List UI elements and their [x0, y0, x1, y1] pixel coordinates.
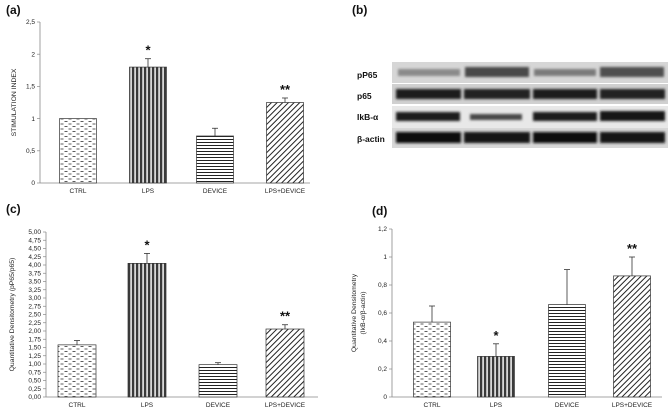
bands-actin [396, 132, 665, 143]
y-tick-label: 0,75 [28, 369, 41, 376]
y-tick-label: 4,50 [28, 246, 41, 253]
y-tick-label: 3,25 [28, 287, 41, 294]
y-tick-label: 0,8 [378, 282, 387, 289]
y-tick-label: 1,75 [28, 336, 41, 343]
y-tick-label: 0,4 [378, 338, 387, 345]
bar [129, 66, 167, 184]
y-tick-label: 2 [31, 51, 35, 58]
category-label: LPS [490, 402, 503, 409]
bands-pp65 [398, 67, 664, 77]
y-tick-label: 4,00 [28, 262, 41, 269]
chart-c: 0,000,250,50 0,751,001,251,50 1,752,002,25… [9, 229, 318, 409]
y-tick-label: 2,75 [28, 303, 41, 310]
y-tick-label: 3,50 [28, 279, 41, 286]
y-tick-label: 3,75 [28, 270, 41, 277]
category-label: LPS+DEVICE [265, 402, 306, 409]
y-tick-label: 1,00 [28, 361, 41, 368]
bands-ikba [396, 111, 665, 121]
bar [413, 321, 451, 398]
category-label: CTRL [70, 188, 87, 195]
bar [613, 275, 651, 398]
category-label: DEVICE [206, 402, 231, 409]
y-tick-label: 2,00 [28, 328, 41, 335]
blot-label-pp65: pP65 [357, 70, 378, 80]
y-tick-label: 0 [383, 394, 387, 401]
y-tick-label: 1,50 [28, 345, 41, 352]
chart-a: 0 0,5 1 1,5 2 2,5 STIMULATION INDEX CTRL * LPS DEV… [11, 19, 310, 195]
panel-b-label: (b) [352, 3, 367, 17]
y-axis-title: STIMULATION INDEX [11, 68, 18, 136]
significance-marker: ** [280, 82, 291, 97]
y-axis-title: (IkB-α/β-actin) [360, 292, 367, 335]
bar [196, 135, 234, 184]
y-tick-label: 0,25 [28, 386, 41, 393]
panel-a-label: (a) [6, 3, 21, 17]
western-blot: pP65 p65 IkB-α β-actin [357, 62, 668, 148]
y-tick-label: 4,25 [28, 254, 41, 261]
bar [57, 344, 97, 398]
category-label: LPS+DEVICE [265, 188, 306, 195]
category-label: LPS [142, 188, 155, 195]
panel-d-label: (d) [372, 204, 387, 218]
bar [265, 328, 305, 398]
bar [127, 263, 167, 398]
category-label: CTRL [424, 402, 441, 409]
bar [266, 102, 304, 184]
bar [59, 118, 97, 184]
category-label: LPS [141, 402, 154, 409]
y-axis-title: Quantitative Densitometry [351, 273, 358, 352]
significance-marker: * [493, 328, 499, 343]
blot-strip-ikba [392, 106, 668, 128]
y-tick-label: 0,50 [28, 378, 41, 385]
y-tick-label: 2,5 [26, 19, 35, 26]
y-tick-label: 1 [383, 254, 387, 261]
significance-marker: * [144, 237, 150, 252]
bands-p65 [396, 89, 665, 99]
category-label: LPS+DEVICE [612, 402, 653, 409]
chart-d: 0 0,2 0,4 0,6 0,8 1 1,2 Quantitative Densitomet… [351, 226, 662, 409]
y-tick-label: 0,6 [378, 310, 387, 317]
y-tick-label: 1,5 [26, 84, 35, 91]
y-tick-label: 2,25 [28, 320, 41, 327]
y-tick-label: 0 [31, 180, 35, 187]
significance-marker: ** [280, 309, 291, 324]
category-label: DEVICE [203, 188, 228, 195]
y-axis-title: Quantitative Densitometry (pP65/p65) [9, 258, 16, 372]
y-tick-label: 1 [31, 116, 35, 123]
category-label: CTRL [69, 402, 86, 409]
bar [477, 356, 515, 398]
significance-marker: ** [627, 241, 638, 256]
blot-label-p65: p65 [357, 91, 372, 101]
y-tick-label: 1,2 [378, 226, 387, 233]
category-label: DEVICE [555, 402, 580, 409]
y-tick-label: 5,00 [28, 229, 41, 236]
significance-marker: * [145, 43, 151, 58]
y-tick-label: 1,25 [28, 353, 41, 360]
blot-strip-pp65 [392, 62, 668, 83]
bar [198, 364, 238, 398]
y-tick-label: 0,5 [26, 148, 35, 155]
y-tick-label: 3,00 [28, 295, 41, 302]
blot-label-actin: β-actin [357, 134, 385, 144]
y-tick-label: 0,2 [378, 366, 387, 373]
blot-label-ikba: IkB-α [357, 112, 379, 122]
y-tick-label: 0,00 [28, 394, 41, 401]
bar [548, 304, 586, 398]
y-tick-label: 4,75 [28, 237, 41, 244]
y-tick-label: 2,50 [28, 312, 41, 319]
panel-c-label: (c) [6, 202, 21, 216]
